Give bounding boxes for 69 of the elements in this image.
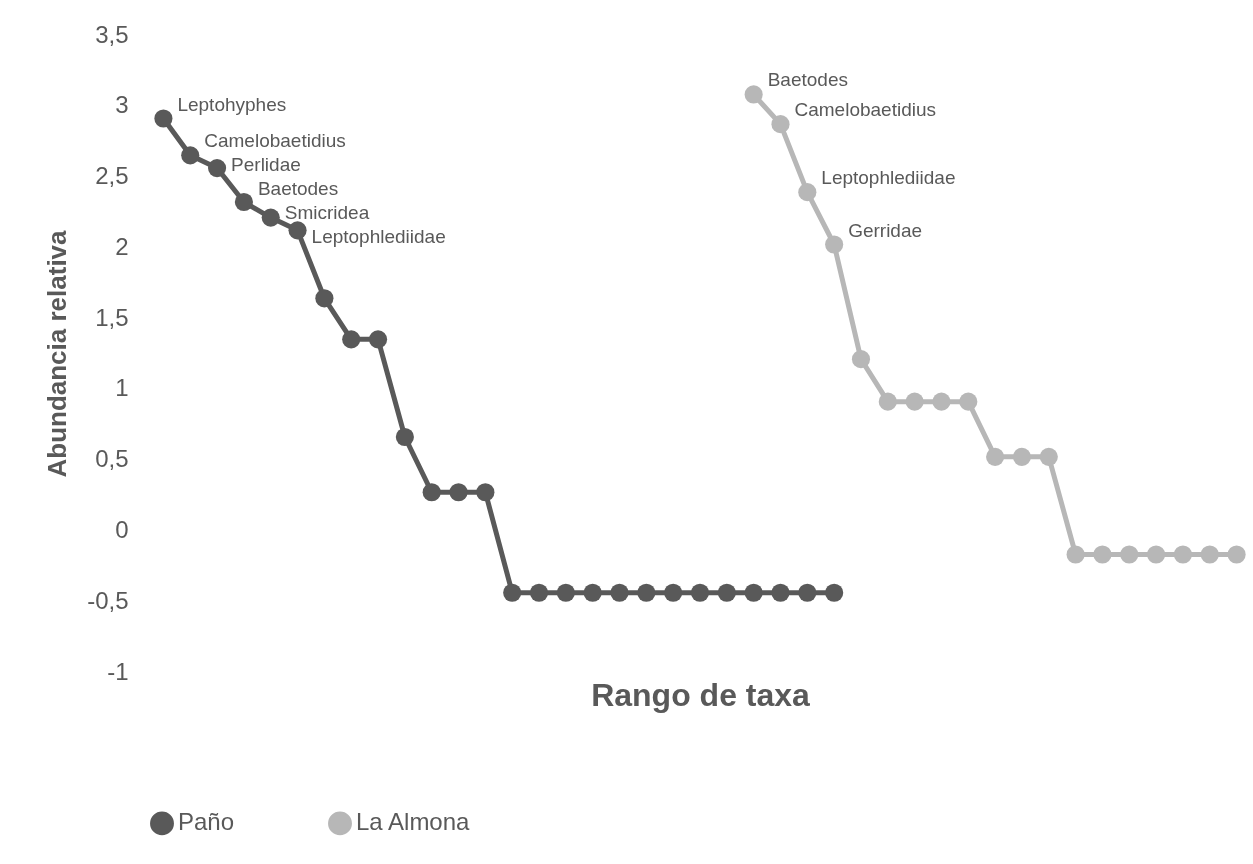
point <box>825 235 844 254</box>
data-label: Camelobaetidius <box>794 99 937 121</box>
point <box>959 392 978 411</box>
point <box>1039 447 1058 466</box>
point <box>1093 545 1112 564</box>
point <box>1200 545 1219 564</box>
y-tick-label: 2,5 <box>95 162 129 190</box>
point <box>798 583 817 602</box>
point <box>395 427 414 447</box>
y-tick-label: 1 <box>115 374 129 402</box>
point <box>529 583 549 602</box>
point <box>342 330 361 349</box>
point <box>1147 545 1166 564</box>
point <box>798 183 817 202</box>
point <box>449 483 468 502</box>
point <box>583 583 602 602</box>
y-tick-label: -0,5 <box>87 586 129 614</box>
y-tick-label: 2 <box>115 232 129 260</box>
legend-label: La Almona <box>356 808 471 836</box>
data-label: Smicridea <box>284 202 370 224</box>
y-tick-label: 3 <box>115 91 129 119</box>
point <box>422 483 441 502</box>
point <box>664 583 683 602</box>
y-tick-label: 3,5 <box>95 20 129 48</box>
point <box>905 392 924 411</box>
point <box>476 483 495 502</box>
data-label: Perlidae <box>231 154 301 176</box>
point <box>744 583 763 602</box>
point <box>556 583 575 602</box>
point <box>207 159 227 178</box>
data-label: Gerridae <box>848 219 923 241</box>
y-axis-title: Abundancia relativa <box>42 229 73 478</box>
point <box>288 221 307 240</box>
y-tick-label: 0 <box>115 515 129 543</box>
point <box>986 447 1005 466</box>
y-tick-label: -1 <box>107 657 129 685</box>
y-tick-label: 0,5 <box>95 445 129 473</box>
point <box>610 583 629 602</box>
point <box>825 583 844 602</box>
point <box>1012 447 1032 466</box>
y-tick-label: 1,5 <box>95 303 129 331</box>
point <box>1227 545 1246 564</box>
point <box>771 115 790 134</box>
point <box>851 350 871 369</box>
point <box>771 583 790 602</box>
point <box>315 289 334 308</box>
point <box>637 583 656 602</box>
point <box>368 330 388 349</box>
point <box>932 392 951 411</box>
point <box>1173 545 1193 564</box>
point <box>1066 545 1085 564</box>
x-axis-title: Rango de taxa <box>591 676 811 713</box>
point <box>744 85 763 104</box>
point <box>503 583 522 602</box>
data-label: Camelobaetidius <box>204 130 346 152</box>
data-label: Baetodes <box>767 69 848 91</box>
data-label: Baetodes <box>257 178 339 200</box>
point <box>181 146 200 165</box>
data-label: Leptophlediidae <box>311 226 446 248</box>
legend-label: Paño <box>178 808 235 836</box>
point <box>690 583 710 602</box>
point <box>1120 545 1139 564</box>
point <box>261 208 280 227</box>
point <box>878 392 897 411</box>
data-label: Leptohyphes <box>177 93 287 115</box>
point <box>717 583 736 602</box>
point <box>234 192 253 212</box>
data-label: Leptophlediidae <box>821 167 956 189</box>
point <box>154 109 173 128</box>
